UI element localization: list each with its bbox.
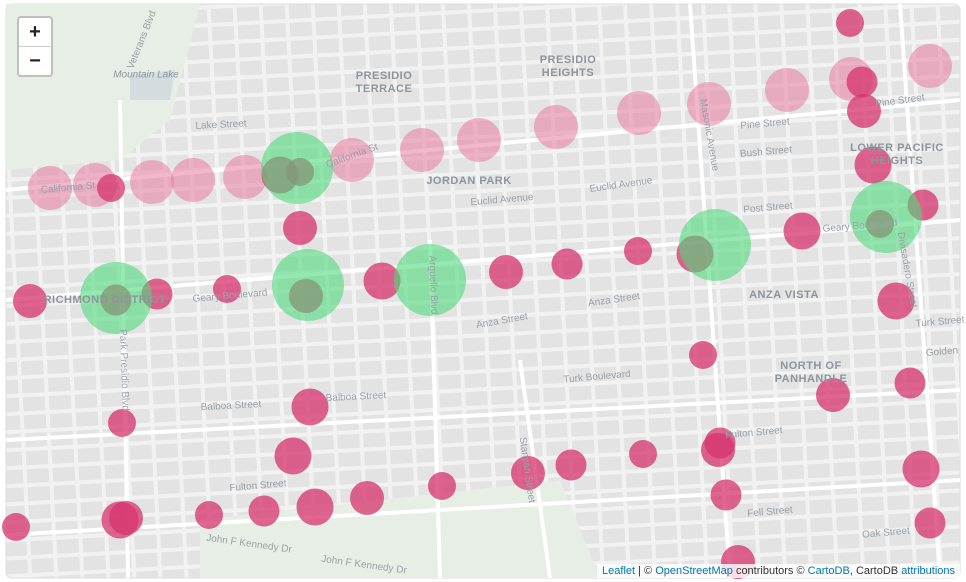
lake	[130, 70, 175, 100]
park	[6, 4, 200, 170]
marker	[534, 105, 578, 149]
street-label: Turk Street	[915, 315, 965, 330]
marker	[689, 341, 717, 369]
marker	[783, 212, 821, 250]
markers	[2, 9, 952, 579]
marker	[248, 495, 280, 527]
street-label: Bush Street	[739, 144, 792, 160]
street-label: Balboa Street	[325, 390, 386, 404]
marker	[428, 472, 456, 500]
marker	[171, 158, 215, 202]
street-label: Golden	[925, 345, 958, 359]
marker	[80, 262, 152, 334]
attribution: Leaflet | © OpenStreetMap contributors ©…	[597, 564, 960, 578]
marker	[877, 282, 915, 320]
attribution-text: , CartoDB	[849, 565, 899, 577]
street-label: Fulton Street	[229, 478, 287, 494]
marker	[679, 209, 751, 281]
marker	[551, 248, 583, 280]
marker	[394, 244, 466, 316]
street-label: Lake Street	[195, 118, 247, 132]
street-label: California St	[40, 180, 95, 196]
street-label: Pine Street	[740, 116, 790, 131]
marker	[213, 275, 241, 303]
street-label: Fell Street	[747, 505, 794, 520]
marker	[330, 138, 374, 182]
marker	[108, 409, 136, 437]
marker	[511, 456, 545, 490]
place-label: JORDAN PARK	[426, 175, 511, 187]
marker	[816, 378, 850, 412]
marker	[291, 388, 329, 426]
zoom-in-button[interactable]: +	[19, 18, 51, 47]
place-label: LOWER PACIFIC HEIGHTS	[850, 142, 944, 167]
marker	[130, 160, 174, 204]
zoom-out-button[interactable]: −	[29, 50, 41, 72]
marker	[400, 128, 444, 172]
marker	[272, 249, 344, 321]
street-label: Fulton Street	[725, 425, 783, 441]
marker	[223, 155, 267, 199]
marker	[274, 437, 312, 475]
marker	[13, 284, 47, 318]
attributions-link[interactable]: attributions	[901, 565, 955, 577]
street-label: Arguello Blvd	[426, 255, 439, 314]
marker	[846, 66, 878, 98]
marker	[908, 44, 952, 88]
street-label: Post Street	[743, 200, 793, 215]
marker	[617, 91, 661, 135]
marker	[624, 237, 652, 265]
marker	[710, 479, 742, 511]
park	[200, 480, 600, 578]
marker	[296, 488, 334, 526]
marker	[902, 450, 940, 488]
marker	[489, 255, 523, 289]
place-label: ANZA VISTA	[749, 289, 819, 301]
attribution-text: | ©	[638, 565, 653, 577]
marker	[555, 449, 587, 481]
marker	[847, 94, 881, 128]
lake-label: Mountain Lake	[113, 70, 179, 81]
marker	[850, 181, 922, 253]
marker	[629, 440, 657, 468]
marker	[28, 166, 72, 210]
leaflet-link[interactable]: Leaflet	[602, 565, 636, 577]
street-label: Park Presidio Blvd	[117, 329, 131, 411]
attribution-text: contributors ©	[735, 565, 805, 577]
marker	[765, 68, 809, 112]
marker	[283, 211, 317, 245]
marker	[363, 262, 401, 300]
place-label: PRESIDIO TERRACE	[356, 70, 413, 95]
place-label: PRESIDIO HEIGHTS	[540, 54, 597, 79]
marker	[195, 501, 223, 529]
marker	[854, 146, 892, 184]
marker	[701, 433, 735, 467]
marker	[350, 481, 384, 515]
carto-link[interactable]: CartoDB	[807, 565, 850, 577]
marker	[97, 174, 125, 202]
place-label: NORTH OF PANHANDLE	[775, 360, 848, 385]
marker	[2, 513, 30, 541]
zoom-control: + −	[17, 16, 53, 77]
marker	[101, 501, 139, 539]
osm-link[interactable]: OpenStreetMap	[655, 565, 733, 577]
marker	[914, 507, 946, 539]
place-label: RICHMOND DISTRICT	[44, 294, 167, 306]
marker	[457, 118, 501, 162]
marker	[836, 9, 864, 37]
marker	[261, 132, 333, 204]
marker	[687, 82, 731, 126]
marker	[894, 367, 926, 399]
street-label: Oak Street	[862, 526, 911, 541]
street-label: Balboa Street	[200, 399, 261, 413]
